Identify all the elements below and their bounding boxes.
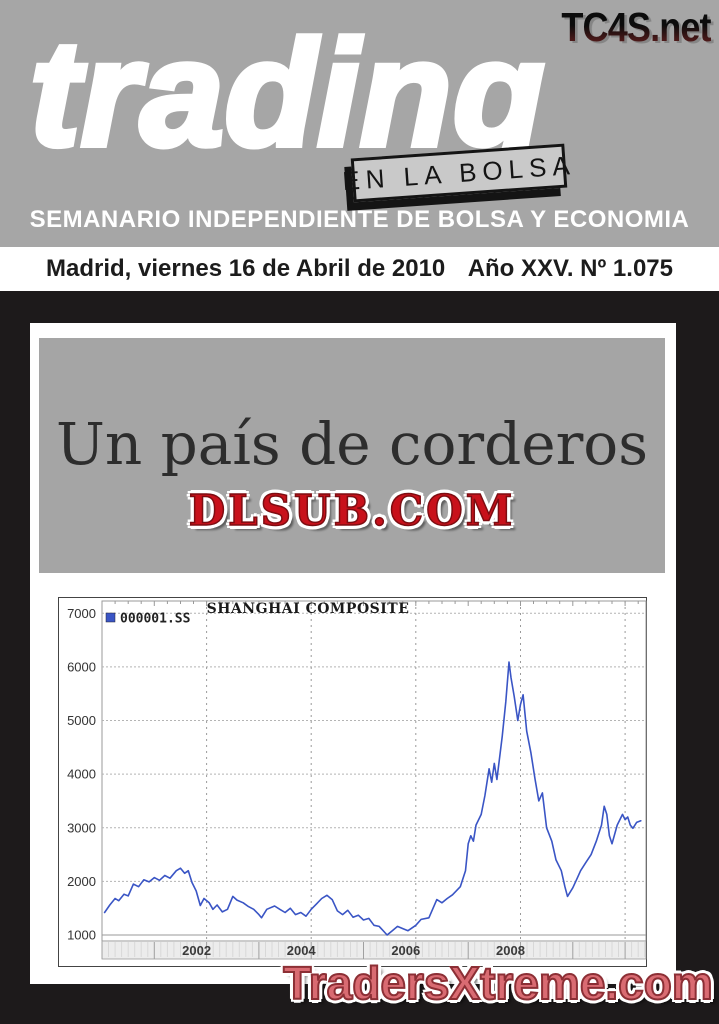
dateline-date: Madrid, viernes 16 de Abril de 2010 [46,255,446,282]
headline-title: Un país de corderos [55,410,648,478]
x-tick-label: 2006 [391,943,420,958]
masthead-subtitle: SEMANARIO INDEPENDIENTE DE BOLSA Y ECONO… [29,206,690,233]
y-tick-label: 7000 [67,606,96,621]
x-tick-label: 2002 [182,943,211,958]
y-tick-label: 3000 [67,820,96,835]
dateline-bar: Madrid, viernes 16 de Abril de 2010 Año … [0,247,719,291]
y-tick-label: 4000 [67,767,96,782]
y-tick-label: 5000 [67,713,96,728]
tagline-text: EN LA BOLSA [341,149,577,196]
headline-box: Un país de corderos DLSUB.COM [39,338,665,573]
chart-title: SHANGHAI COMPOSITE [207,601,410,617]
chart-border [58,597,647,967]
site-logo: TC4S.net [561,4,712,50]
legend-swatch-icon [105,612,116,623]
dateline-issue: Año XXV. Nº 1.075 [467,255,673,282]
masthead: TC4S.net trading EN LA BOLSA SEMANARIO I… [0,0,719,247]
shanghai-composite-chart: 1000 2000 3000 4000 5000 6000 7000 2002 2004 2006… [58,597,647,967]
y-tick-label: 6000 [67,659,96,674]
y-tick-label: 2000 [67,874,96,889]
legend-label: 000001.SS [120,612,191,627]
price-line [103,661,642,936]
x-tick-label: 2008 [496,943,525,958]
y-tick-label: 1000 [67,928,96,943]
tradersxtreme-watermark: TradersXtreme.com [282,956,714,1010]
cover-page: Un país de corderos DLSUB.COM 1000 2000 30… [30,323,676,984]
chart-svg: 1000 2000 3000 4000 5000 6000 7000 2002 2004 2006… [58,597,647,967]
dlsub-watermark: DLSUB.COM [188,485,516,536]
magazine-logo: trading [27,9,547,177]
x-tick-label: 2004 [287,943,317,958]
